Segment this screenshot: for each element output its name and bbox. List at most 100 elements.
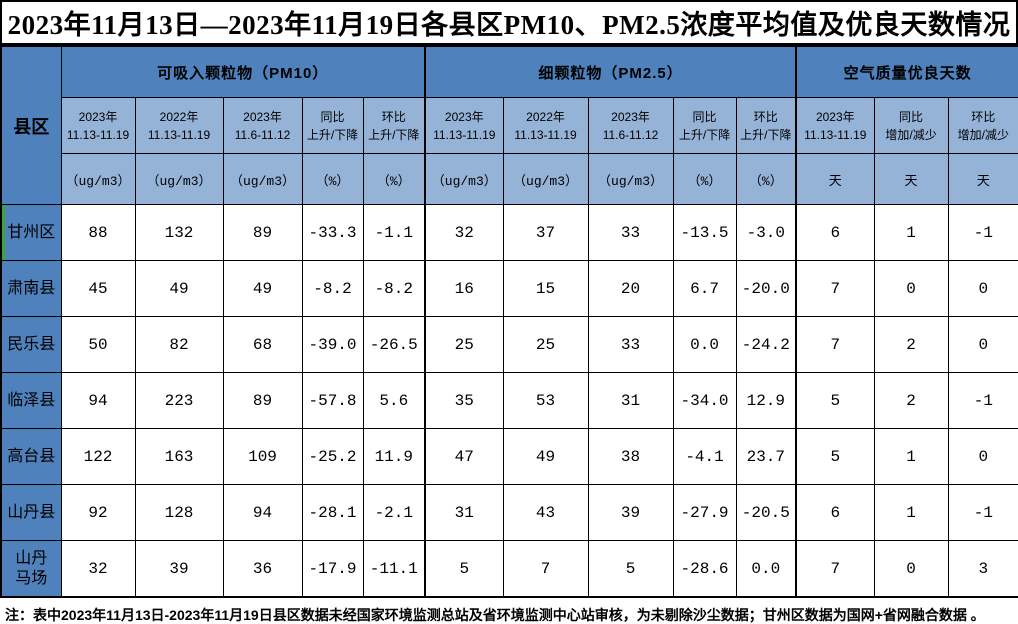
data-cell: 163 (134, 428, 224, 485)
data-cell: 0 (947, 260, 1018, 317)
data-cell: -3.0 (735, 204, 798, 261)
data-cell: 38 (587, 428, 674, 485)
data-cell: 128 (134, 484, 224, 541)
data-cell: 223 (134, 372, 224, 429)
data-cell: -1 (947, 372, 1018, 429)
sub-header: 环比 上升/下降 (735, 97, 798, 154)
data-cell: 12.9 (735, 372, 798, 429)
group-header-good-days: 空气质量优良天数 (795, 45, 1018, 98)
data-cell: 89 (222, 372, 303, 429)
unit-cell: （%） (735, 153, 798, 205)
data-cell: -2.1 (362, 484, 427, 541)
data-cell: 25 (502, 316, 589, 373)
data-cell: 45 (60, 260, 136, 317)
data-cell: 37 (502, 204, 589, 261)
table-row: 民乐县 50 82 68 -39.0 -26.5 25 25 33 0.0 -24.2 7 2 0 (0, 316, 1018, 373)
sub-header: 同比 上升/下降 (672, 97, 737, 154)
data-cell: -1.1 (362, 204, 427, 261)
data-cell: -20.0 (735, 260, 798, 317)
data-cell: 31 (587, 372, 674, 429)
data-cell: 82 (134, 316, 224, 373)
data-cell: 2 (873, 316, 949, 373)
county-name-cell: 高台县 (0, 428, 62, 485)
data-cell: 1 (873, 204, 949, 261)
data-cell: 36 (222, 540, 303, 598)
data-cell: 0 (873, 540, 949, 598)
table-row: 山丹县 92 128 94 -28.1 -2.1 31 43 39 -27.9 -20.5 6 1 -1 (0, 484, 1018, 541)
footnote: 注：表中2023年11月13日-2023年11月19日县区数据未经国家环境监测总… (0, 598, 1018, 624)
data-cell: 92 (60, 484, 136, 541)
data-cell: -28.1 (301, 484, 364, 541)
sub-header: 2022年 11.13-11.19 (502, 97, 589, 154)
group-header-pm25: 细颗粒物（PM2.5） (424, 45, 798, 98)
data-cell: 5 (587, 540, 674, 598)
data-cell: 6 (795, 484, 875, 541)
sub-header: 环比 上升/下降 (362, 97, 427, 154)
table-body: 甘州区 88 132 89 -33.3 -1.1 32 37 33 -13.5 -3.0 6 1 -1 肃南… (0, 204, 1018, 598)
data-cell: 1 (873, 428, 949, 485)
data-cell: 5 (424, 540, 504, 598)
unit-row: （ug/m3） （ug/m3） （ug/m3） （%） （%） （ug/m3） … (1, 153, 1018, 205)
unit-cell: （ug/m3） (134, 153, 224, 205)
data-cell: 94 (222, 484, 303, 541)
data-cell: 6 (795, 204, 875, 261)
data-cell: 3 (947, 540, 1018, 598)
data-cell: 7 (795, 540, 875, 598)
sub-header: 2023年 11.13-11.19 (795, 97, 875, 154)
data-cell: 32 (424, 204, 504, 261)
sub-header: 环比 增加/减少 (947, 97, 1018, 154)
data-cell: -34.0 (672, 372, 737, 429)
unit-cell: （%） (672, 153, 737, 205)
data-cell: -1 (947, 484, 1018, 541)
data-cell: 94 (60, 372, 136, 429)
data-cell: -57.8 (301, 372, 364, 429)
data-cell: 88 (60, 204, 136, 261)
data-cell: 15 (502, 260, 589, 317)
county-name-cell: 临泽县 (0, 372, 62, 429)
data-cell: -17.9 (301, 540, 364, 598)
unit-cell: （ug/m3） (587, 153, 674, 205)
county-name-cell: 民乐县 (0, 316, 62, 373)
county-name-cell: 甘州区 (0, 204, 62, 261)
data-cell: 39 (587, 484, 674, 541)
unit-cell: （ug/m3） (222, 153, 303, 205)
data-cell: -8.2 (301, 260, 364, 317)
data-cell: 0 (947, 428, 1018, 485)
table-row: 甘州区 88 132 89 -33.3 -1.1 32 37 33 -13.5 -3.0 6 1 -1 (0, 204, 1018, 261)
sub-header: 2022年 11.13-11.19 (134, 97, 224, 154)
data-cell: 11.9 (362, 428, 427, 485)
table-row: 山丹 马场 32 39 36 -17.9 -11.1 5 7 5 -28.6 0.0 7 0 3 (0, 540, 1018, 598)
data-cell: 0.0 (672, 316, 737, 373)
group-header-row: 县区 可吸入颗粒物（PM10） 细颗粒物（PM2.5） 空气质量优良天数 (0, 45, 1018, 205)
data-cell: -11.1 (362, 540, 427, 598)
data-cell: 33 (587, 204, 674, 261)
data-cell: 68 (222, 316, 303, 373)
data-cell: 5 (795, 428, 875, 485)
unit-cell: 天 (947, 153, 1018, 205)
data-cell: 1 (873, 484, 949, 541)
data-cell: 132 (134, 204, 224, 261)
sub-header: 2023年 11.6-11.12 (222, 97, 303, 154)
data-cell: 31 (424, 484, 504, 541)
data-cell: -8.2 (362, 260, 427, 317)
county-name-cell: 肃南县 (0, 260, 62, 317)
data-cell: -24.2 (735, 316, 798, 373)
data-cell: -33.3 (301, 204, 364, 261)
sub-header-row: 2023年 11.13-11.19 2022年 11.13-11.19 2023… (1, 97, 1018, 154)
data-cell: -25.2 (301, 428, 364, 485)
data-cell: 2 (873, 372, 949, 429)
sub-header: 2023年 11.6-11.12 (587, 97, 674, 154)
table-row: 临泽县 94 223 89 -57.8 5.6 35 53 31 -34.0 12.9 5 2 -1 (0, 372, 1018, 429)
unit-cell: （ug/m3） (60, 153, 136, 205)
unit-cell: （%） (301, 153, 364, 205)
unit-cell: 天 (795, 153, 875, 205)
data-cell: 5 (795, 372, 875, 429)
data-cell: 53 (502, 372, 589, 429)
data-cell: 109 (222, 428, 303, 485)
county-name-cell: 山丹县 (0, 484, 62, 541)
data-cell: 47 (424, 428, 504, 485)
unit-cell: （ug/m3） (424, 153, 504, 205)
data-cell: 35 (424, 372, 504, 429)
data-cell: 7 (795, 316, 875, 373)
